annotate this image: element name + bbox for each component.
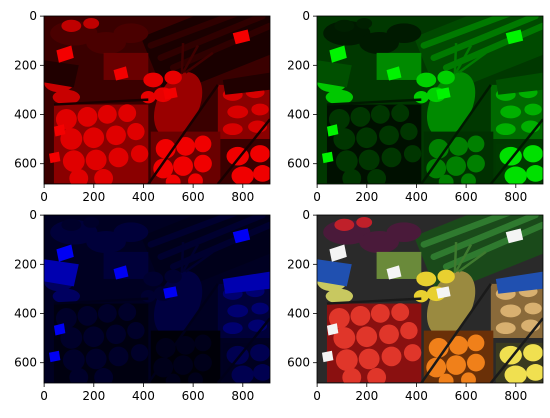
x-tick-label: 800 [504,389,527,403]
axes-frame [43,15,271,185]
x-tick-label: 400 [132,389,155,403]
y-tick-label: 200 [287,58,310,72]
y-tick-label: 600 [14,157,37,171]
y-tick-label: 200 [14,257,37,271]
x-tick-label: 800 [231,389,254,403]
x-tick-label: 200 [355,190,378,204]
panel-red-channel: 0 200 400 600 800 0 200 400 600 [14,9,271,204]
y-tick-label: 0 [302,9,310,23]
y-tick-label: 0 [302,208,310,222]
x-tick-label: 0 [313,190,321,204]
y-tick-label: 400 [287,307,310,321]
image-rgb [317,215,543,383]
image-red [44,16,270,184]
x-tick-label: 400 [405,389,428,403]
x-tick-label: 600 [455,389,478,403]
y-tick-label: 400 [287,108,310,122]
image-green [317,16,543,184]
x-tick-label: 600 [182,190,205,204]
x-tick-label: 200 [82,389,105,403]
x-tick-label: 200 [82,190,105,204]
panel-blue-channel: 0 200 400 600 800 0 200 400 600 [14,208,271,403]
panel-grid: 0 200 400 600 800 0 200 400 600 0 200 400 600 800 0 200… [14,9,544,403]
x-tick-label: 0 [40,389,48,403]
panel-green-channel: 0 200 400 600 800 0 200 400 600 [287,9,544,204]
x-tick-label: 800 [504,190,527,204]
x-tick-label: 600 [182,389,205,403]
y-tick-label: 0 [29,208,37,222]
x-tick-label: 200 [355,389,378,403]
axes-frame [43,214,271,384]
y-tick-label: 400 [14,108,37,122]
x-tick-label: 400 [132,190,155,204]
y-tick-label: 200 [287,257,310,271]
axes-frame [316,15,544,185]
y-tick-label: 400 [14,307,37,321]
x-tick-label: 800 [231,190,254,204]
y-tick-label: 200 [14,58,37,72]
x-tick-label: 400 [405,190,428,204]
axes-frame [316,214,544,384]
y-tick-label: 600 [14,356,37,370]
image-blue [44,215,270,383]
x-tick-label: 0 [40,190,48,204]
y-tick-label: 600 [287,356,310,370]
y-tick-label: 600 [287,157,310,171]
x-tick-label: 600 [455,190,478,204]
x-tick-label: 0 [313,389,321,403]
y-tick-label: 0 [29,9,37,23]
panel-rgb-channel: 0 200 400 600 800 0 200 400 600 [287,208,544,403]
